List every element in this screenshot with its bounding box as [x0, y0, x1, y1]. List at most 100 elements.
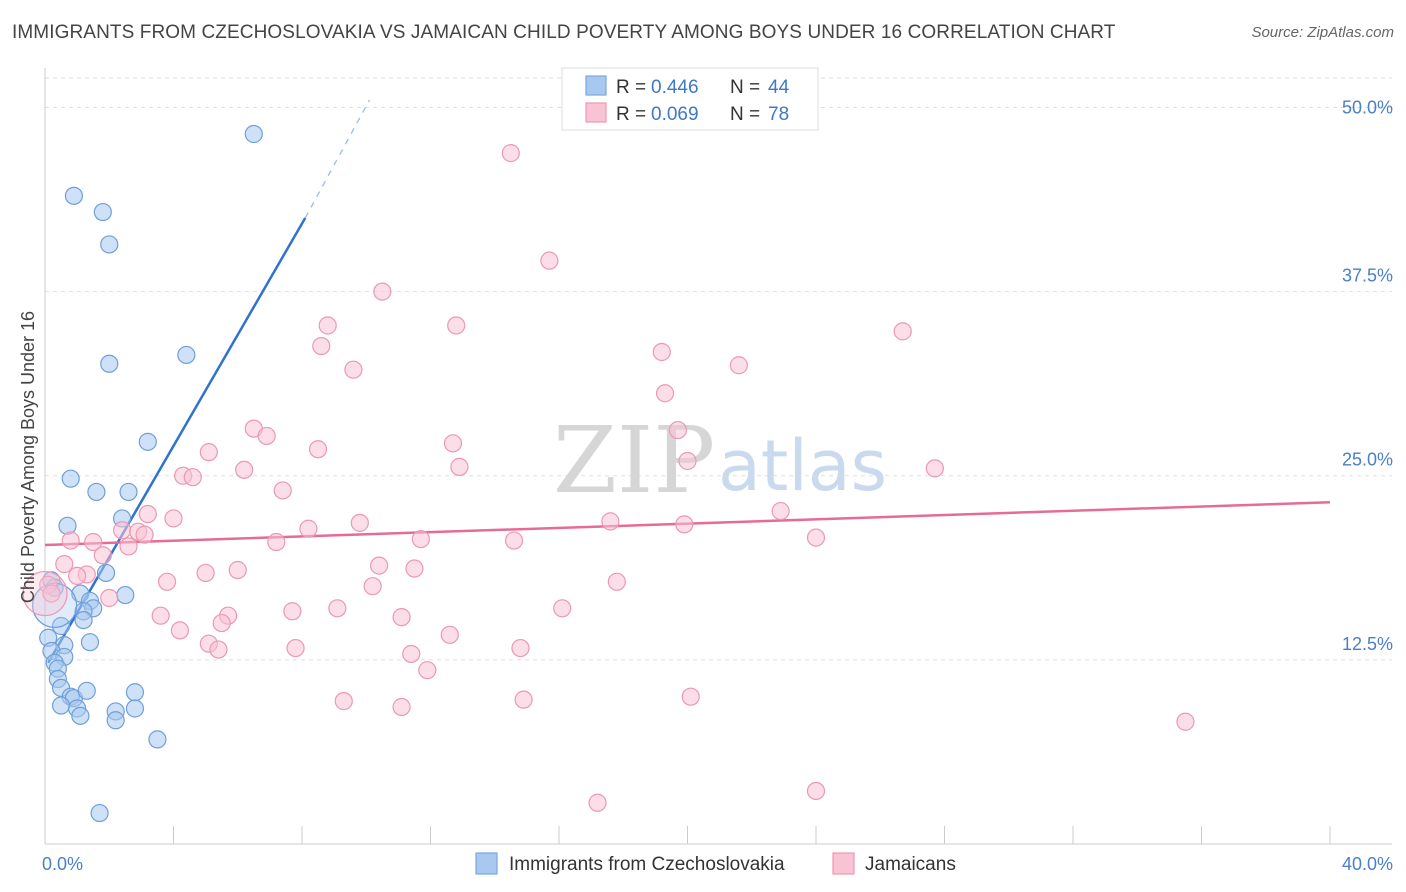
legend-n-label-jamaicans: N = [730, 104, 760, 125]
point-czechoslovakia [244, 124, 263, 144]
point-czechoslovakia [106, 711, 125, 730]
point-jamaicans [344, 360, 363, 379]
point-jamaicans [440, 625, 459, 644]
watermark: ZIP atlas [553, 407, 887, 514]
point-czechoslovakia [116, 585, 135, 605]
point-jamaicans [501, 144, 520, 163]
point-jamaicans [806, 528, 826, 547]
chart-source: Source: ZipAtlas.com [1251, 24, 1394, 41]
trendline-czechoslovakia-extension [304, 99, 371, 219]
legend: R = 0.446 N = 44 R = 0.069 N = 78 [561, 67, 819, 131]
point-jamaicans [273, 481, 292, 500]
point-jamaicans [170, 621, 190, 640]
point-jamaicans [392, 608, 411, 627]
legend-swatch-jamaicans [585, 102, 607, 123]
point-jamaicans [312, 337, 331, 356]
point-jamaicans [119, 537, 138, 556]
point-jamaicans [257, 426, 276, 446]
point-czechoslovakia [58, 516, 77, 535]
point-jamaicans [729, 356, 749, 375]
point-jamaicans [411, 529, 430, 549]
point-czechoslovakia [100, 354, 119, 373]
point-jamaicans [100, 588, 119, 608]
point-jamaicans [55, 555, 74, 574]
point-jamaicans [157, 572, 177, 591]
point-jamaicans [267, 532, 286, 552]
x-tick-label: 0.0% [42, 854, 83, 874]
point-jamaicans [235, 460, 254, 479]
point-czechoslovakia [125, 683, 145, 702]
point-czechoslovakia [51, 696, 71, 715]
y-axis-label: Child Poverty Among Boys Under 16 [18, 311, 38, 603]
point-jamaicans [370, 556, 389, 575]
point-jamaicans [607, 572, 626, 591]
y-tick-label: 25.0% [1342, 450, 1393, 470]
legend-n-value-czechoslovakia: 44 [768, 77, 790, 98]
point-czechoslovakia [90, 803, 109, 823]
point-jamaicans [283, 602, 302, 621]
point-jamaicans [675, 515, 694, 534]
point-czechoslovakia [87, 482, 106, 502]
point-jamaicans [328, 599, 347, 618]
point-czechoslovakia [77, 681, 96, 700]
point-jamaicans [334, 692, 353, 711]
bottom-legend-label-jamaicans: Jamaicans [865, 854, 956, 875]
point-jamaicans [405, 559, 424, 578]
point-jamaicans [601, 512, 620, 531]
point-jamaicans [373, 282, 392, 301]
y-tick-label: 50.0% [1342, 97, 1393, 117]
point-jamaicans [84, 532, 103, 552]
point-czechoslovakia [71, 706, 90, 725]
point-jamaicans [655, 384, 675, 403]
point-jamaicans [42, 584, 61, 603]
point-czechoslovakia [138, 432, 157, 451]
point-jamaicans [138, 504, 157, 524]
point-jamaicans [308, 440, 328, 459]
point-jamaicans [402, 644, 421, 664]
legend-swatch-czechoslovakia [585, 75, 607, 96]
point-jamaicans [212, 613, 231, 633]
point-jamaicans [806, 781, 826, 801]
point-czechoslovakia [125, 699, 145, 718]
point-czechoslovakia [148, 730, 167, 749]
x-tick-label: 40.0% [1342, 854, 1393, 874]
legend-r-value-czechoslovakia: 0.446 [651, 77, 699, 98]
point-jamaicans [418, 661, 437, 680]
trendline-czechoslovakia [47, 217, 307, 664]
point-jamaicans [93, 546, 112, 565]
legend-r-label-jamaicans: R = [616, 104, 646, 125]
watermark-atlas: atlas [718, 425, 887, 507]
legend-n-label-czechoslovakia: N = [730, 77, 760, 98]
point-jamaicans [164, 509, 183, 528]
legend-r-value-jamaicans: 0.069 [651, 104, 699, 125]
bottom-legend-label-czechoslovakia: Immigrants from Czechoslovakia [509, 854, 785, 875]
point-jamaicans [771, 501, 790, 521]
y-tick-label: 37.5% [1342, 266, 1393, 286]
point-jamaicans [678, 451, 697, 471]
point-czechoslovakia [96, 563, 116, 583]
point-jamaicans [553, 599, 572, 618]
point-jamaicans [22, 570, 68, 617]
point-czechoslovakia [74, 610, 93, 630]
point-jamaicans [925, 459, 944, 478]
point-jamaicans [61, 531, 80, 550]
point-jamaicans [392, 697, 411, 717]
point-jamaicans [112, 521, 132, 540]
point-jamaicans [318, 316, 337, 335]
point-jamaicans [363, 577, 382, 596]
point-jamaicans [183, 468, 202, 487]
bottom-legend: Immigrants from Czechoslovakia Jamaicans [475, 852, 956, 875]
point-jamaicans [199, 443, 218, 462]
point-jamaicans [443, 434, 463, 453]
point-czechoslovakia [64, 186, 84, 205]
point-czechoslovakia [119, 482, 138, 502]
axis-layer: 12.5% 25.0% 37.5% 50.0% 0.0% 40.0% [42, 68, 1393, 874]
point-jamaicans [514, 690, 533, 709]
point-jamaicans [540, 251, 559, 270]
point-jamaicans [504, 531, 524, 550]
point-jamaicans [447, 316, 466, 335]
point-czechoslovakia [100, 235, 119, 254]
point-jamaicans [209, 640, 228, 659]
point-jamaicans [668, 420, 687, 440]
